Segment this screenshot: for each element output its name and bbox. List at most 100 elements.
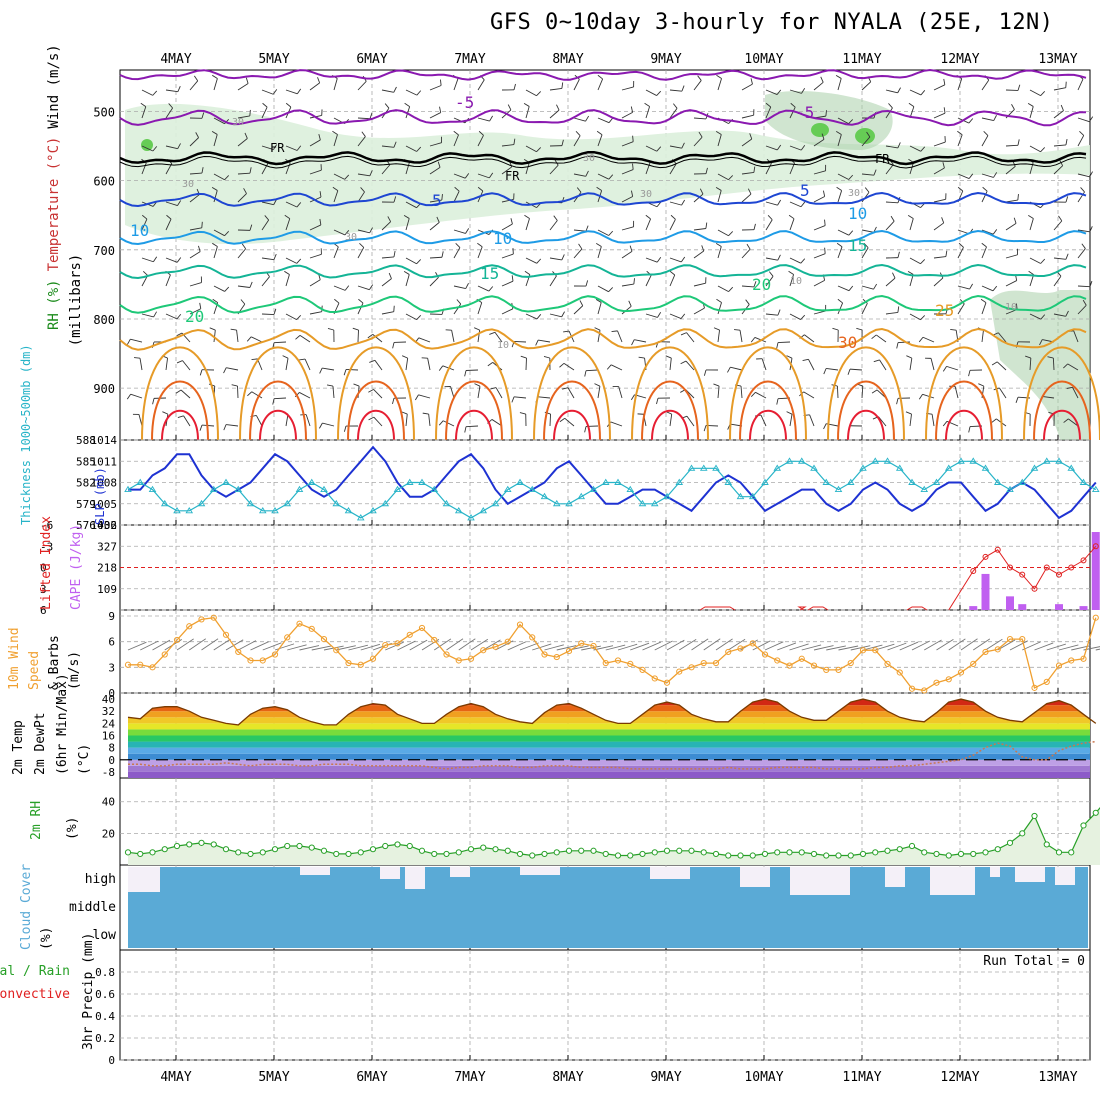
wind-barb bbox=[507, 641, 527, 651]
rh-point bbox=[406, 842, 413, 850]
lifted-index-point bbox=[994, 546, 1001, 553]
wind-barb bbox=[911, 640, 931, 651]
thickness-point bbox=[491, 499, 500, 507]
thickness-point bbox=[761, 478, 769, 485]
thickness-point bbox=[209, 485, 218, 493]
lifted-index-tick-label: -3 bbox=[40, 540, 53, 553]
temperature-contour bbox=[119, 294, 1087, 314]
thickness-point bbox=[479, 506, 488, 514]
thickness-point bbox=[663, 492, 671, 500]
rh-shading bbox=[141, 139, 153, 151]
rh-ylabel: 2m RH bbox=[29, 801, 44, 840]
cape-bar bbox=[981, 573, 990, 610]
temperature-contour bbox=[827, 346, 905, 441]
day-label-bottom: 13MAY bbox=[1038, 1070, 1077, 1085]
wind-barb bbox=[336, 645, 356, 651]
temperature-contour bbox=[347, 380, 405, 441]
slp-tick-label: 1014 bbox=[91, 434, 118, 447]
upper-air-ylabel: RH (%)Temperature (°C)Wind (m/s) bbox=[46, 44, 62, 330]
pressure-tick-label: 600 bbox=[93, 175, 115, 189]
wind-ylabel: & Barbs bbox=[47, 635, 62, 690]
freezing-level-line bbox=[119, 155, 1087, 169]
cape-bar bbox=[1006, 596, 1014, 610]
wind-speed-point bbox=[565, 647, 573, 655]
wind-speed-point bbox=[712, 659, 720, 667]
temperature-contour bbox=[847, 409, 885, 441]
thickness-point bbox=[503, 485, 512, 493]
wind-speed-point bbox=[896, 669, 903, 676]
wind-barb bbox=[176, 638, 194, 651]
wind-speed-point bbox=[749, 640, 756, 647]
pressure-ylabel-left: Thickness 1000~500mb (dm) bbox=[19, 344, 33, 525]
rh-point bbox=[455, 849, 462, 856]
thickness-point bbox=[736, 492, 745, 500]
wind-speed-point bbox=[627, 660, 634, 668]
slp-tick-label: 1005 bbox=[91, 498, 118, 511]
day-label-bottom: 8MAY bbox=[552, 1070, 583, 1085]
wind-speed-point bbox=[222, 631, 230, 638]
lifted-index-line bbox=[948, 545, 1097, 611]
wind-speed-point bbox=[418, 624, 426, 632]
wind-speed-point bbox=[1006, 636, 1014, 643]
temperature-contour bbox=[119, 68, 1087, 81]
rh-point bbox=[578, 847, 585, 854]
rh-contour-label: 30 bbox=[848, 188, 860, 199]
cloud-gap bbox=[650, 867, 690, 879]
contour-label: FR bbox=[875, 152, 890, 166]
thickness-point bbox=[724, 478, 733, 485]
temperature-contour bbox=[119, 109, 1087, 127]
rh-point bbox=[1068, 849, 1075, 856]
wind-barb bbox=[679, 638, 697, 651]
contour-label: 5 bbox=[800, 181, 810, 200]
wind-barb bbox=[434, 638, 452, 651]
rh-contour-label: 30 bbox=[583, 153, 595, 164]
temp-tick-label: 0 bbox=[108, 754, 115, 767]
temperature-contour bbox=[533, 346, 611, 441]
lifted-index-line bbox=[797, 606, 807, 611]
temperature-contour bbox=[249, 380, 307, 441]
wind-speed-point bbox=[345, 659, 352, 667]
wind-speed-point bbox=[259, 657, 266, 664]
thickness-point bbox=[748, 492, 757, 500]
temperature-contour bbox=[935, 380, 993, 441]
cloud-gap bbox=[520, 867, 560, 875]
rh-point bbox=[872, 849, 879, 856]
wind-speed-point bbox=[872, 647, 879, 654]
temperature-contour bbox=[119, 263, 1087, 280]
cloud-gap bbox=[1015, 867, 1045, 882]
wind-tick-label: 9 bbox=[108, 610, 115, 623]
wind-tick-label: 3 bbox=[108, 661, 115, 674]
rh-point bbox=[676, 847, 683, 854]
temperature-contour bbox=[357, 409, 395, 441]
thickness-point bbox=[283, 499, 292, 507]
rh-contour-label: 30 bbox=[182, 179, 194, 190]
temp-ylabel: (°C) bbox=[77, 744, 92, 775]
wind-barb bbox=[287, 644, 307, 651]
rh-point bbox=[504, 847, 511, 854]
wind-barb bbox=[630, 642, 650, 651]
wind-barb bbox=[470, 638, 489, 651]
pressure-tick-label: 500 bbox=[93, 105, 115, 119]
thickness-point bbox=[712, 464, 720, 471]
thickness-point bbox=[614, 478, 622, 485]
wind-barb bbox=[446, 638, 464, 651]
wind-barb bbox=[152, 639, 171, 651]
wind-barb bbox=[556, 645, 577, 651]
rh-point bbox=[271, 846, 279, 853]
wind-speed-point bbox=[553, 653, 560, 661]
wind-speed-point bbox=[578, 640, 585, 647]
thickness-point bbox=[246, 499, 255, 507]
cloud-ylabel: (%) bbox=[39, 927, 54, 950]
cape-tick-label: 109 bbox=[97, 583, 117, 596]
slp-tick-label: 1002 bbox=[91, 519, 118, 532]
lifted-index-point bbox=[1056, 571, 1062, 578]
rh-contour-label: 10 bbox=[1005, 302, 1017, 313]
wind-barb bbox=[764, 641, 784, 651]
day-label-top: 5MAY bbox=[258, 52, 289, 67]
lifted-index-point bbox=[1007, 564, 1013, 571]
wind-speed-point bbox=[1031, 684, 1038, 691]
wind-speed-point bbox=[602, 659, 609, 667]
cloud-gap bbox=[930, 867, 975, 895]
cloud-gap bbox=[380, 867, 400, 879]
thickness-point bbox=[160, 499, 169, 507]
